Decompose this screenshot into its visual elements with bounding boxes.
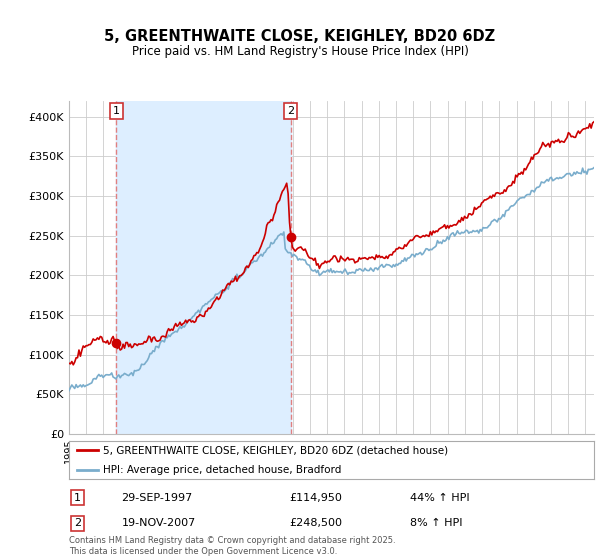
Bar <box>116 101 291 434</box>
Text: 2: 2 <box>287 106 294 116</box>
Text: £114,950: £114,950 <box>290 493 343 503</box>
Text: 44% ↑ HPI: 44% ↑ HPI <box>410 493 470 503</box>
Text: 1: 1 <box>113 106 120 116</box>
Text: 1: 1 <box>74 493 81 503</box>
Text: 2: 2 <box>74 519 82 528</box>
Text: 29-SEP-1997: 29-SEP-1997 <box>121 493 193 503</box>
Text: £248,500: £248,500 <box>290 519 343 528</box>
Text: 5, GREENTHWAITE CLOSE, KEIGHLEY, BD20 6DZ (detached house): 5, GREENTHWAITE CLOSE, KEIGHLEY, BD20 6D… <box>103 445 448 455</box>
Text: 8% ↑ HPI: 8% ↑ HPI <box>410 519 463 528</box>
Text: HPI: Average price, detached house, Bradford: HPI: Average price, detached house, Brad… <box>103 465 341 475</box>
Text: Contains HM Land Registry data © Crown copyright and database right 2025.
This d: Contains HM Land Registry data © Crown c… <box>69 536 395 556</box>
Text: Price paid vs. HM Land Registry's House Price Index (HPI): Price paid vs. HM Land Registry's House … <box>131 45 469 58</box>
Text: 5, GREENTHWAITE CLOSE, KEIGHLEY, BD20 6DZ: 5, GREENTHWAITE CLOSE, KEIGHLEY, BD20 6D… <box>104 29 496 44</box>
Text: 19-NOV-2007: 19-NOV-2007 <box>121 519 196 528</box>
